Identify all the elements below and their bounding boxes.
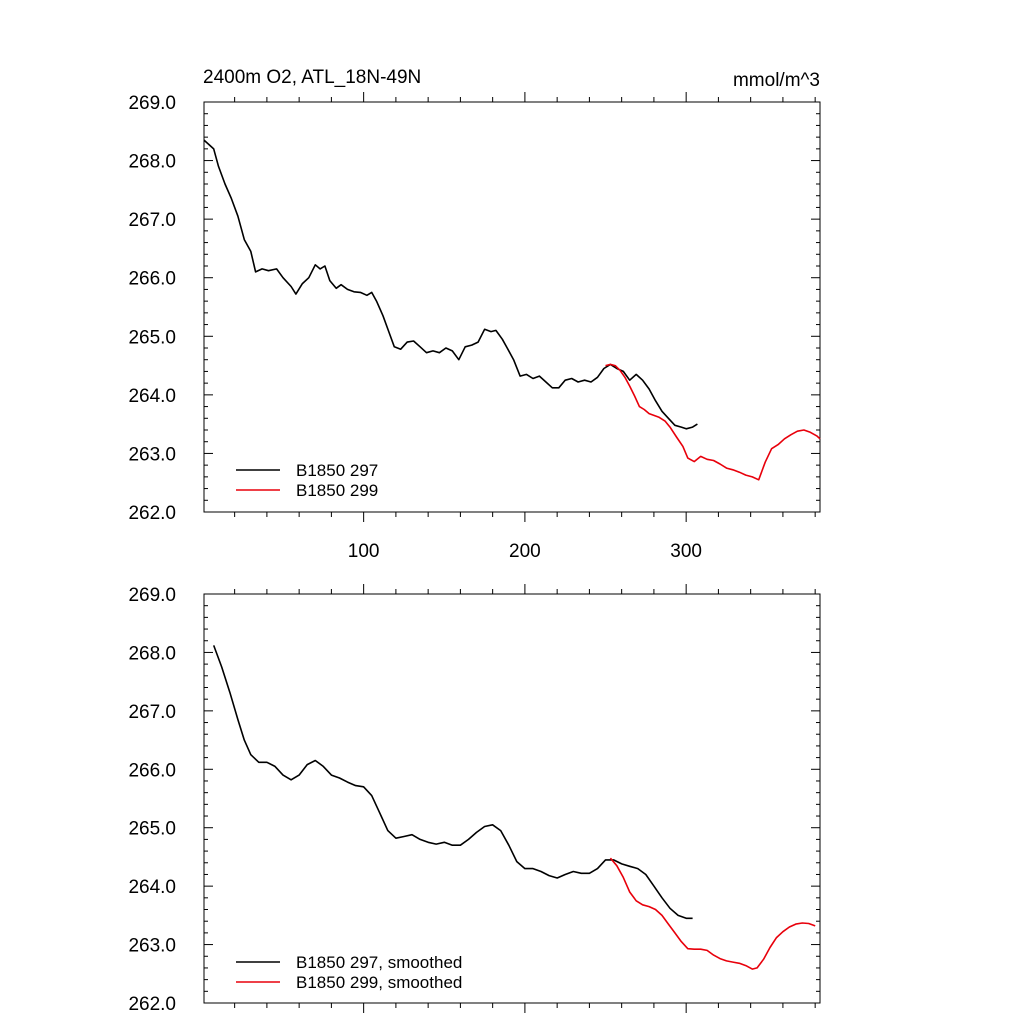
y-tick-label: 265.0 xyxy=(128,327,176,348)
y-tick-label: 262.0 xyxy=(128,503,176,524)
y-tick-label: 269.0 xyxy=(128,93,176,114)
plot-frame xyxy=(203,101,821,513)
series-line-297 xyxy=(212,645,693,920)
y-tick-label: 262.0 xyxy=(128,994,176,1015)
top-panel: 262.0 263.0 264.0 265.0 266.0 267.0 268.0 269.0… xyxy=(128,92,821,562)
legend-label: B1850 297 xyxy=(296,461,378,480)
x-tick-label: 300 xyxy=(670,541,702,562)
y-tick-label: 265.0 xyxy=(128,819,176,840)
y-tick-label: 267.0 xyxy=(128,210,176,231)
y-tick-label: 267.0 xyxy=(128,702,176,723)
plot-frame xyxy=(203,593,821,1004)
y-tick-label: 266.0 xyxy=(128,760,176,781)
y-tick-label: 266.0 xyxy=(128,269,176,290)
x-tick-label: 100 xyxy=(348,541,380,562)
series-line-297 xyxy=(203,139,698,430)
bottom-panel: 262.0 263.0 264.0 265.0 266.0 267.0 268.0 269.0… xyxy=(128,584,821,1015)
y-tick-label: 263.0 xyxy=(128,444,176,465)
chart-title: 2400m O2, ATL_18N-49N xyxy=(203,67,421,88)
y-tick-label: 268.0 xyxy=(128,152,176,173)
x-tick-label: 200 xyxy=(509,541,541,562)
series-line-299 xyxy=(605,363,821,481)
y-tick-label: 263.0 xyxy=(128,936,176,957)
y-tick-label: 264.0 xyxy=(128,386,176,407)
y-tick-label: 269.0 xyxy=(128,585,176,606)
legend-label: B1850 299 xyxy=(296,481,378,500)
y-tick-label: 264.0 xyxy=(128,877,176,898)
legend-label: B1850 299, smoothed xyxy=(296,973,462,992)
units-label: mmol/m^3 xyxy=(733,70,820,91)
legend-label: B1850 297, smoothed xyxy=(296,953,462,972)
y-tick-label: 268.0 xyxy=(128,643,176,664)
series-line-299 xyxy=(609,857,816,970)
